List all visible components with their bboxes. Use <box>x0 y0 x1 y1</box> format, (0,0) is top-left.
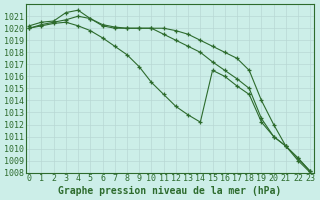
X-axis label: Graphe pression niveau de la mer (hPa): Graphe pression niveau de la mer (hPa) <box>58 186 281 196</box>
